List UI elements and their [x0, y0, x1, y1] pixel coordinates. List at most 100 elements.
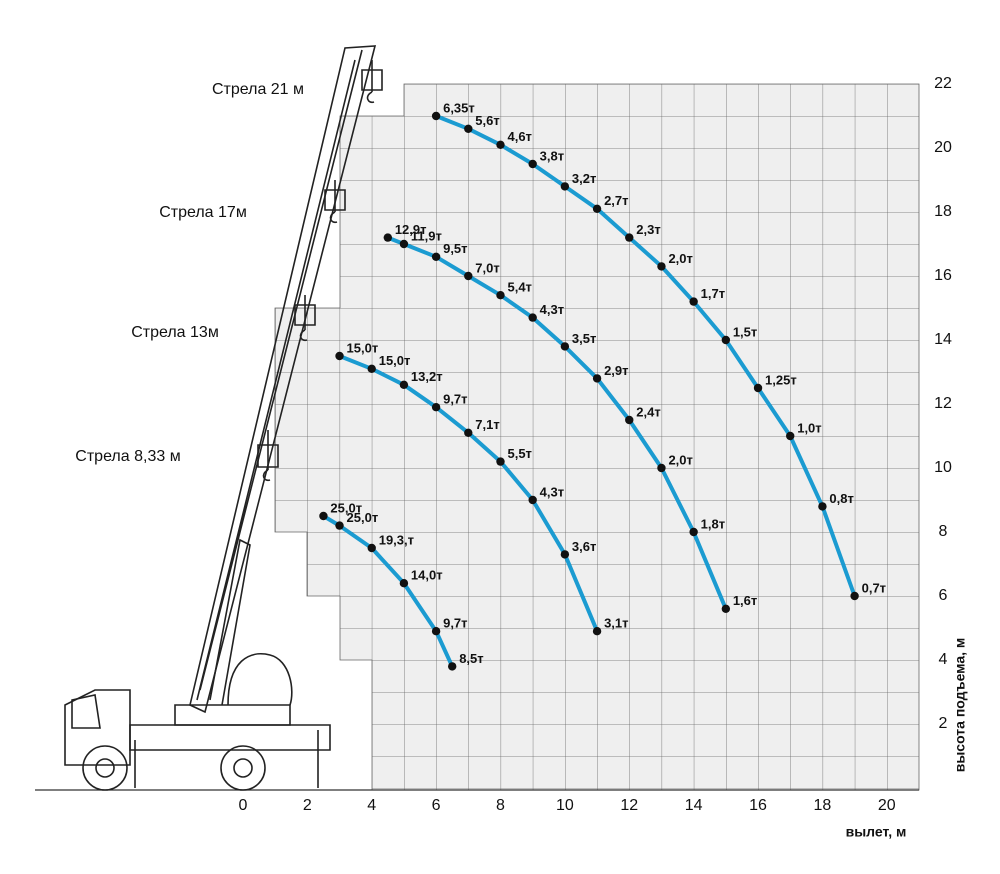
point [560, 182, 570, 191]
point [431, 627, 441, 636]
y-tick-label: 20 [934, 139, 952, 156]
y-tick-label: 8 [939, 523, 948, 540]
x-axis-title: вылет, м [846, 824, 907, 840]
x-tick-label: 16 [749, 797, 767, 814]
point [399, 380, 409, 389]
x-tick-label: 6 [432, 797, 441, 814]
load-label: 5,6т [475, 113, 499, 128]
load-label: 4,3т [540, 484, 564, 499]
load-label: 1,6т [733, 593, 757, 608]
load-label: 0,7т [862, 580, 886, 595]
point [689, 297, 698, 306]
load-label: 7,0т [475, 260, 499, 275]
point [464, 271, 473, 281]
load-label: 2,0т [668, 452, 692, 467]
load-label: 8,5т [459, 651, 483, 666]
load-label: 2,0т [668, 251, 692, 266]
point [721, 604, 731, 613]
point [560, 550, 570, 559]
x-tick-label: 4 [367, 797, 376, 814]
y-tick-label: 4 [939, 651, 948, 668]
y-tick-label: 6 [939, 587, 948, 604]
load-label: 25,0т [330, 500, 362, 515]
point [367, 364, 376, 373]
x-tick-label: 8 [496, 797, 505, 814]
point [431, 403, 441, 412]
load-label: 19,3,т [379, 532, 414, 547]
load-label: 9,7т [443, 616, 467, 631]
y-tick-label: 14 [934, 331, 952, 348]
load-label: 3,2т [572, 171, 596, 186]
point [592, 627, 602, 636]
y-tick-label: 18 [934, 203, 952, 220]
point [496, 291, 505, 300]
point [528, 313, 537, 322]
point [464, 428, 473, 437]
point [689, 527, 698, 537]
point [431, 111, 441, 121]
load-label: 15,0т [379, 353, 411, 368]
point [335, 521, 344, 530]
load-label: 1,0т [797, 420, 821, 435]
x-tick-label: 2 [303, 797, 312, 814]
point [592, 374, 602, 383]
y-tick-label: 12 [934, 395, 952, 412]
load-label: 1,7т [701, 286, 725, 301]
x-tick-label: 14 [685, 797, 703, 814]
point [383, 233, 393, 242]
load-label: 15,0т [347, 340, 379, 355]
load-label: 2,4т [636, 404, 660, 419]
point [335, 351, 344, 361]
load-label: 12,9т [395, 222, 427, 237]
point [560, 342, 570, 351]
point [496, 140, 505, 149]
load-label: 7,1т [475, 417, 499, 432]
load-label: 5,5т [507, 446, 531, 461]
load-label: 4,6т [507, 129, 531, 144]
load-label: 11,9т [411, 228, 442, 243]
x-tick-label: 20 [878, 797, 896, 814]
point [367, 543, 376, 553]
load-label: 9,5т [443, 241, 467, 256]
x-tick-label: 0 [238, 797, 247, 814]
point [625, 233, 634, 242]
point [399, 579, 409, 588]
y-tick-label: 22 [934, 75, 952, 92]
point [657, 463, 666, 473]
y-axis-title: высота подъема, м [952, 638, 968, 773]
load-label: 1,5т [733, 324, 757, 339]
point [399, 239, 409, 249]
series-name: Стрела 13м [131, 324, 219, 341]
series-name: Стрела 17м [159, 204, 247, 221]
load-label: 1,25т [765, 372, 797, 387]
load-label: 4,3т [540, 302, 564, 317]
point [818, 502, 827, 511]
load-label: 3,6т [572, 539, 596, 554]
grid-area [274, 83, 920, 791]
load-label: 0,8т [829, 491, 853, 506]
load-curve [435, 114, 857, 597]
x-tick-label: 18 [814, 797, 832, 814]
load-label: 14,0т [411, 568, 443, 583]
point [496, 457, 505, 466]
y-tick-label: 2 [939, 715, 948, 732]
series-name: Стрела 21 м [212, 81, 304, 98]
y-tick-label: 10 [934, 459, 952, 476]
x-tick-label: 12 [620, 797, 638, 814]
point [753, 383, 763, 393]
load-label: 2,9т [604, 363, 628, 378]
load-label: 25,0т [347, 510, 379, 525]
x-tick-label: 10 [556, 797, 574, 814]
load-label: 3,5т [572, 331, 596, 346]
load-label: 9,7т [443, 392, 467, 407]
load-label: 3,8т [540, 148, 564, 163]
point [625, 415, 634, 425]
series-name: Стрела 8,33 м [75, 448, 180, 465]
load-curve [387, 235, 728, 610]
point [657, 262, 666, 271]
load-label: 1,8т [701, 516, 725, 531]
load-label: 5,4т [507, 280, 531, 295]
point [786, 431, 795, 441]
point [431, 252, 441, 261]
load-label: 6,35т [443, 100, 475, 115]
